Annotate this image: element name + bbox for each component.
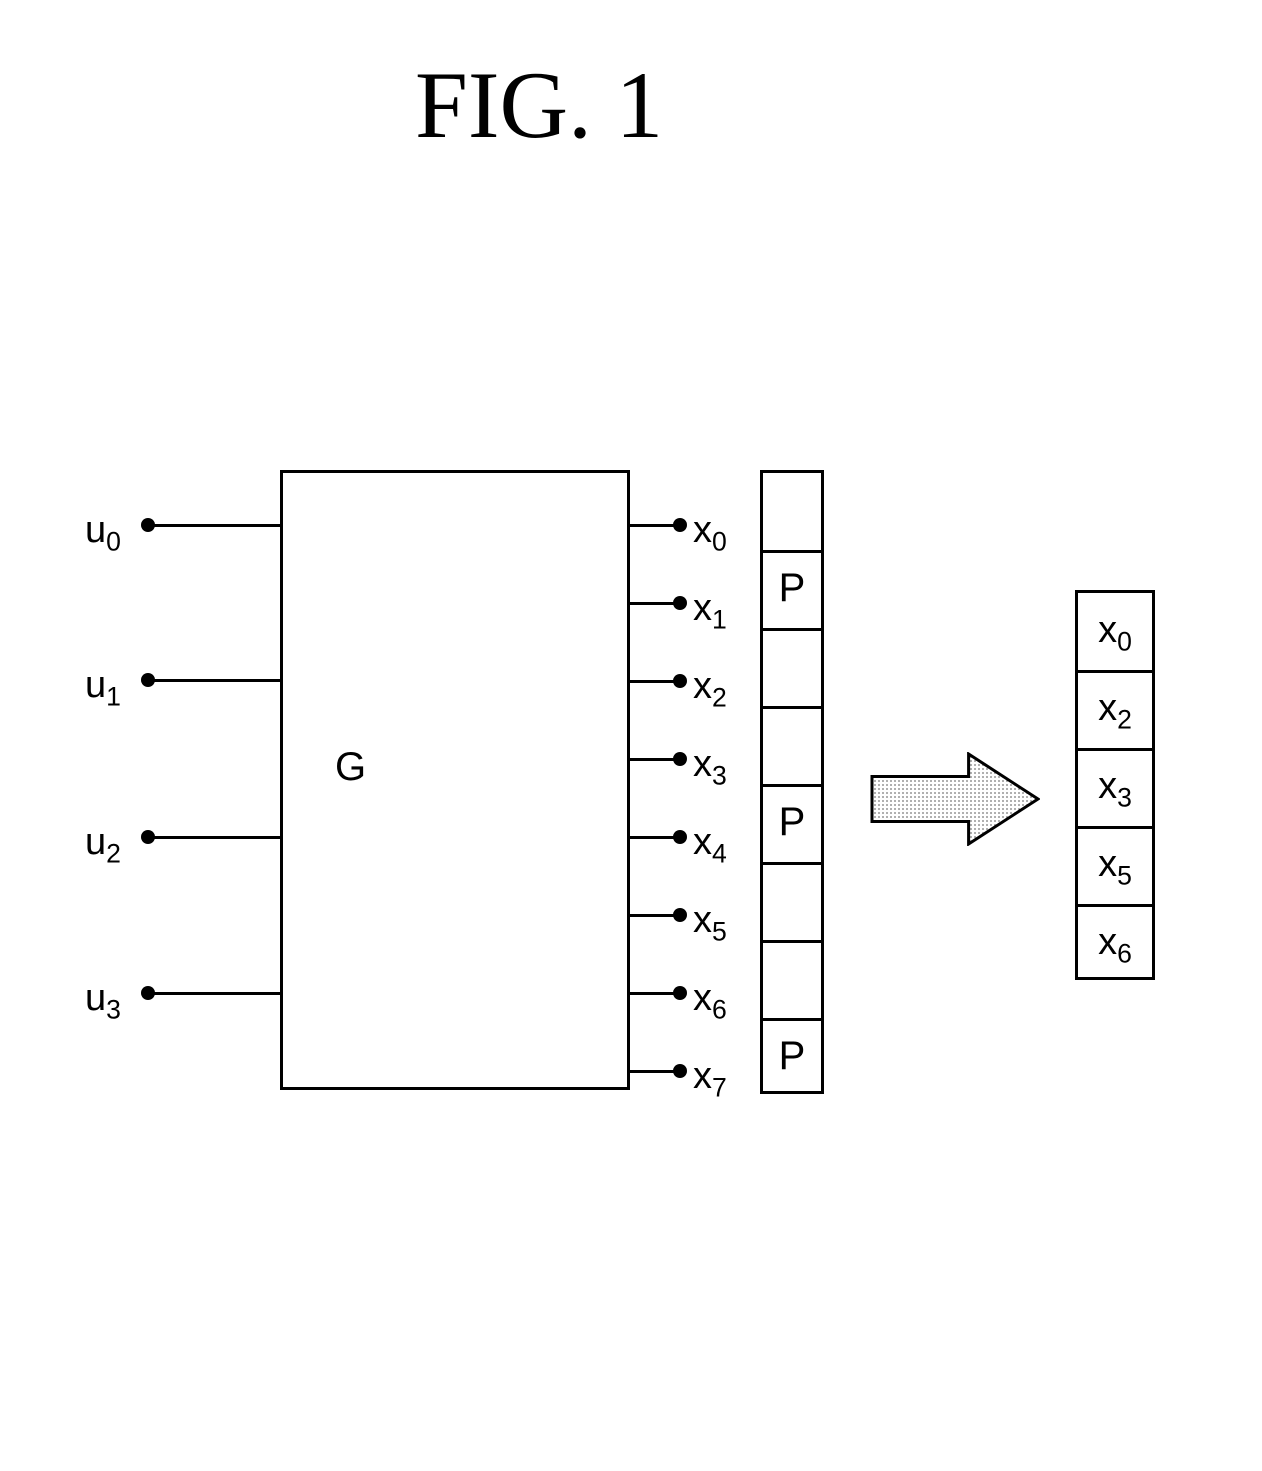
output-label-x1: x1 <box>693 587 727 636</box>
output-terminal-x4 <box>673 830 687 844</box>
cell-separator <box>1078 748 1152 751</box>
input-label-u0: u0 <box>85 509 121 558</box>
input-wire-u3 <box>154 992 280 995</box>
input-label-u1: u1 <box>85 664 121 713</box>
input-terminal-u1 <box>141 673 155 687</box>
generator-label: G <box>335 745 366 790</box>
cell-separator <box>1078 826 1152 829</box>
output-wire-x0 <box>630 524 678 527</box>
puncture-marker: P <box>763 1034 821 1079</box>
puncture-marker: P <box>763 800 821 845</box>
generator-box <box>280 470 630 1090</box>
output-label-x7: x7 <box>693 1055 727 1104</box>
puncture-marker: P <box>763 566 821 611</box>
output-label-x4: x4 <box>693 821 727 870</box>
result-cell-x6: x6 <box>1078 921 1152 970</box>
output-label-x2: x2 <box>693 665 727 714</box>
cell-separator <box>763 628 821 631</box>
result-cell-x2: x2 <box>1078 687 1152 736</box>
output-wire-x6 <box>630 992 678 995</box>
figure-title: FIG. 1 <box>415 50 663 160</box>
output-terminal-x6 <box>673 986 687 1000</box>
output-label-x3: x3 <box>693 743 727 792</box>
cell-separator <box>763 784 821 787</box>
output-terminal-x7 <box>673 1064 687 1078</box>
output-wire-x4 <box>630 836 678 839</box>
input-label-u3: u3 <box>85 977 121 1026</box>
puncture-column: P P P <box>760 470 824 1094</box>
output-terminal-x1 <box>673 596 687 610</box>
result-cell-x5: x5 <box>1078 843 1152 892</box>
cell-separator <box>763 706 821 709</box>
result-column: x0 x2 x3 x5 x6 <box>1075 590 1155 980</box>
output-terminal-x0 <box>673 518 687 532</box>
output-terminal-x3 <box>673 752 687 766</box>
input-wire-u1 <box>154 679 280 682</box>
output-wire-x1 <box>630 602 678 605</box>
cell-separator <box>1078 904 1152 907</box>
cell-separator <box>763 862 821 865</box>
output-terminal-x5 <box>673 908 687 922</box>
cell-separator <box>763 940 821 943</box>
result-cell-x3: x3 <box>1078 765 1152 814</box>
output-wire-x2 <box>630 680 678 683</box>
result-cell-x0: x0 <box>1078 609 1152 658</box>
input-terminal-u0 <box>141 518 155 532</box>
output-label-x5: x5 <box>693 899 727 948</box>
output-wire-x7 <box>630 1070 678 1073</box>
output-wire-x5 <box>630 914 678 917</box>
cell-separator <box>1078 670 1152 673</box>
output-label-x0: x0 <box>693 509 727 558</box>
input-terminal-u2 <box>141 830 155 844</box>
input-terminal-u3 <box>141 986 155 1000</box>
input-wire-u0 <box>154 524 280 527</box>
output-label-x6: x6 <box>693 977 727 1026</box>
output-terminal-x2 <box>673 674 687 688</box>
arrow-icon <box>870 752 1040 846</box>
input-wire-u2 <box>154 836 280 839</box>
cell-separator <box>763 550 821 553</box>
cell-separator <box>763 1018 821 1021</box>
output-wire-x3 <box>630 758 678 761</box>
input-label-u2: u2 <box>85 821 121 870</box>
